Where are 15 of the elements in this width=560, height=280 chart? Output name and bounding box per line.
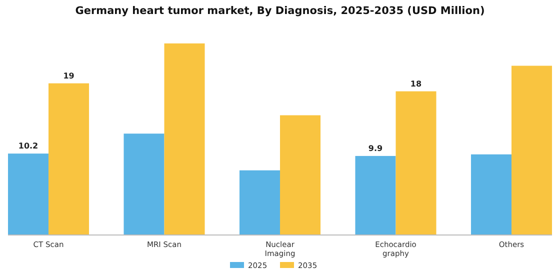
data-label: 18 (410, 79, 422, 88)
chart-title: Germany heart tumor market, By Diagnosis, 2025-2035 (USD Million) (75, 5, 485, 17)
data-label: 19 (63, 71, 75, 80)
bar (280, 115, 321, 235)
bar (396, 91, 436, 235)
bar (164, 43, 205, 235)
data-label: 10.2 (18, 142, 38, 151)
data-label: 9.9 (368, 144, 384, 153)
bar (8, 154, 49, 235)
bar (355, 156, 396, 235)
bar (470, 154, 512, 235)
bar (239, 170, 280, 235)
bar (48, 83, 90, 235)
bar (124, 134, 164, 235)
bar (511, 66, 552, 235)
